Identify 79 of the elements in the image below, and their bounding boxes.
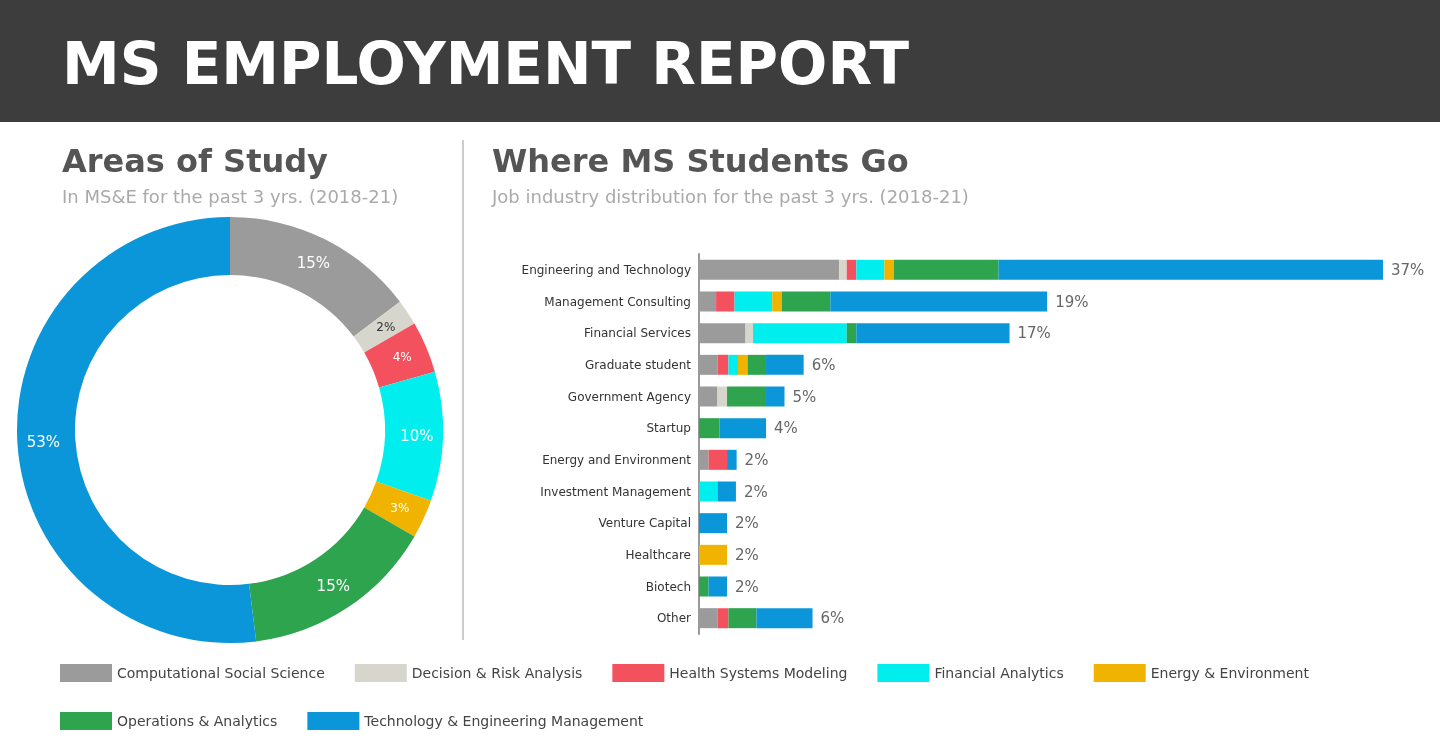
bar bbox=[717, 354, 729, 375]
data-label: 3% bbox=[390, 501, 410, 516]
annotation: 2% bbox=[743, 482, 768, 501]
bar bbox=[728, 608, 757, 629]
bar bbox=[766, 386, 785, 407]
annotation: 6% bbox=[811, 355, 836, 374]
bar bbox=[856, 259, 885, 280]
annotation: 2% bbox=[744, 450, 769, 469]
y-tick-label: Healthcare bbox=[625, 547, 691, 562]
bar bbox=[766, 354, 804, 375]
legend-label: Health Systems Modeling bbox=[669, 665, 848, 681]
bar bbox=[830, 291, 1048, 312]
annotation: 2% bbox=[735, 514, 759, 533]
bar bbox=[781, 291, 831, 312]
annotation: 19% bbox=[1055, 292, 1089, 311]
bar bbox=[727, 449, 737, 470]
legend-label: Energy & Environment bbox=[1150, 665, 1310, 681]
y-tick-label: Startup bbox=[646, 421, 691, 436]
y-tick-label: Management Consulting bbox=[544, 294, 691, 309]
chart-subtitle: In MS&E for the past 3 yrs. (2018-21) bbox=[62, 186, 399, 207]
bar bbox=[717, 608, 729, 629]
legend-label: Financial Analytics bbox=[934, 665, 1064, 681]
bar bbox=[745, 323, 754, 344]
data-label: 4% bbox=[392, 350, 412, 365]
y-tick-label: Venture Capital bbox=[598, 516, 691, 531]
bar bbox=[734, 291, 773, 312]
annotation: 4% bbox=[774, 419, 798, 438]
bar bbox=[699, 418, 720, 439]
bar bbox=[699, 481, 718, 502]
data-label: 10% bbox=[400, 426, 434, 445]
annotation: 5% bbox=[792, 387, 817, 406]
bar bbox=[716, 291, 735, 312]
chart-subtitle: Job industry distribution for the past 3 yrs. (2018-21) bbox=[492, 186, 969, 207]
bar bbox=[717, 481, 736, 502]
chart-title: Areas of Study bbox=[62, 142, 329, 180]
y-tick-label: Energy and Environment bbox=[542, 452, 692, 467]
data-label: 2% bbox=[376, 319, 396, 334]
bar bbox=[708, 449, 728, 470]
y-tick-label: Financial Services bbox=[584, 326, 691, 341]
bar bbox=[699, 576, 709, 597]
bar bbox=[719, 418, 767, 439]
bar bbox=[998, 259, 1383, 280]
bar bbox=[856, 323, 1010, 344]
y-tick-label: Government Agency bbox=[567, 389, 691, 404]
y-tick-label: Other bbox=[656, 611, 692, 626]
bar bbox=[753, 323, 847, 344]
bar bbox=[884, 259, 894, 280]
bar bbox=[846, 323, 857, 344]
legend-label: Decision & Risk Analysis bbox=[411, 665, 583, 681]
bar bbox=[737, 354, 748, 375]
y-tick-label: Investment Management bbox=[540, 484, 692, 499]
annotation: 37% bbox=[1391, 260, 1425, 279]
bar bbox=[717, 386, 728, 407]
annotation: 17% bbox=[1017, 324, 1051, 343]
data-label: 15% bbox=[296, 253, 331, 272]
chart-title: Where MS Students Go bbox=[492, 142, 910, 180]
data-label: 53% bbox=[26, 432, 61, 451]
bar bbox=[747, 354, 767, 375]
bar bbox=[772, 291, 782, 312]
bar bbox=[727, 386, 767, 407]
legend-label: Computational Social Science bbox=[117, 665, 325, 681]
legend-label: Operations & Analytics bbox=[117, 713, 278, 729]
text: MS EMPLOYMENT REPORT bbox=[62, 30, 910, 98]
annotation: 6% bbox=[820, 609, 845, 628]
bar bbox=[728, 354, 738, 375]
bar bbox=[893, 259, 999, 280]
legend-label: Technology & Engineering Management bbox=[363, 713, 644, 729]
y-tick-label: Biotech bbox=[645, 579, 691, 594]
bar bbox=[708, 576, 728, 597]
bar bbox=[756, 608, 813, 629]
bar bbox=[846, 259, 857, 280]
y-tick-label: Graduate student bbox=[585, 357, 692, 372]
data-label: 15% bbox=[316, 576, 350, 595]
bar bbox=[839, 259, 847, 280]
annotation: 2% bbox=[735, 577, 759, 596]
y-tick-label: Engineering and Technology bbox=[521, 262, 691, 277]
bar bbox=[699, 513, 728, 534]
bar bbox=[699, 544, 728, 565]
annotation: 2% bbox=[735, 545, 759, 564]
